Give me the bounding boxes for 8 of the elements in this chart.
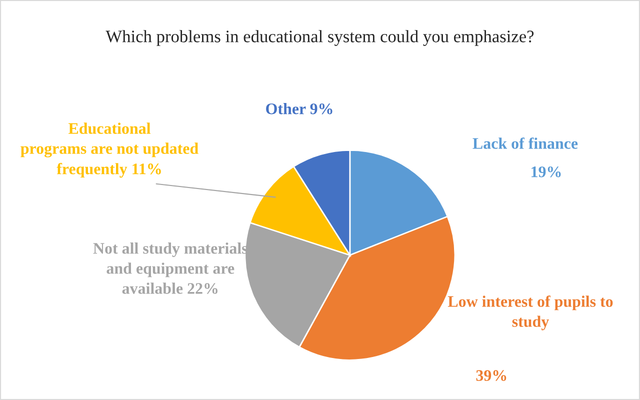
slice-label: Other 9%: [266, 102, 332, 114]
slice-label: Educational programs are not updated frequently 11%: [20, 122, 198, 178]
slice-label: Not all study materials and equipment are available 22%: [93, 242, 248, 294]
chart-title: Which problems in educational system could you emphasize?: [106, 30, 534, 46]
data-label: 39%: [476, 370, 506, 381]
data-label: 19%: [532, 166, 561, 178]
slice-label: Low interest of pupils to study: [448, 296, 613, 330]
slice-label: Lack of finance: [472, 137, 578, 149]
